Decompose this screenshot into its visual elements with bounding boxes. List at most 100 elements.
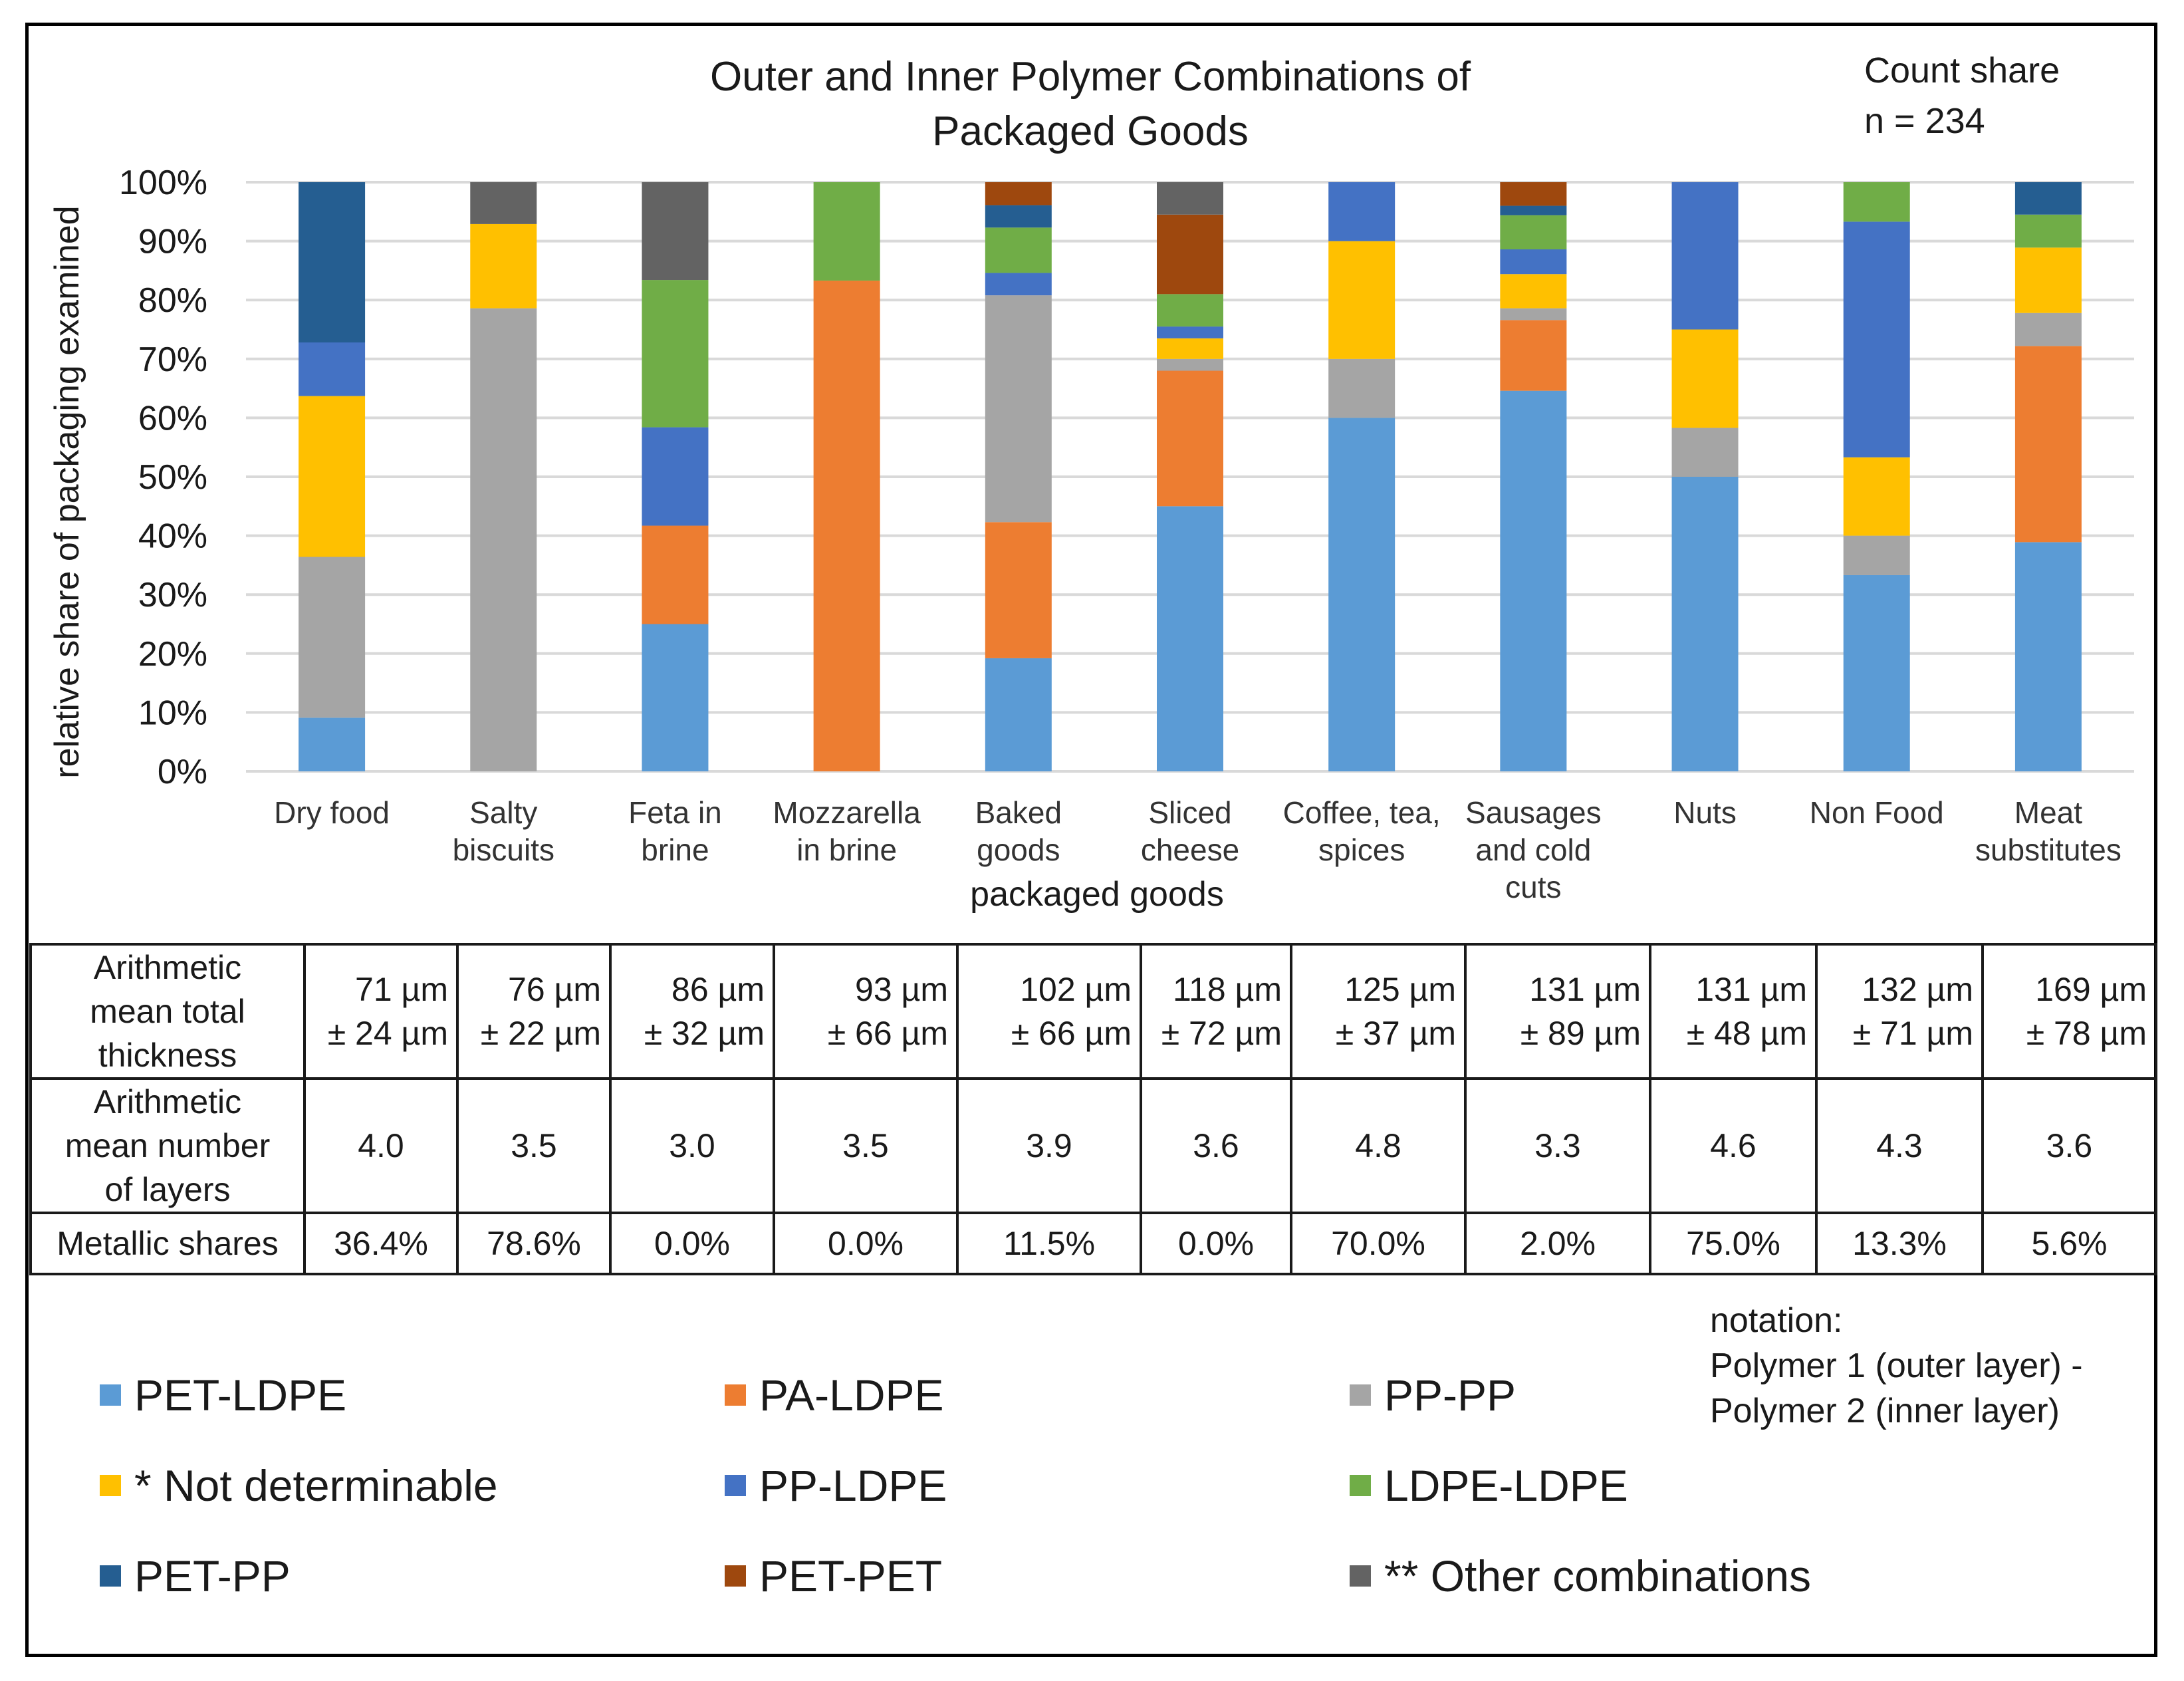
table-cell-line: 86 µm xyxy=(671,971,765,1008)
bar-segment-not-determinable xyxy=(1671,329,1739,428)
table-cell-line: ± 22 µm xyxy=(480,1015,601,1052)
legend-item: PET-LDPE xyxy=(100,1370,346,1420)
count-share-line: Count share xyxy=(1864,51,2060,90)
bar-segment-pet-ldpe xyxy=(1843,575,1910,771)
table-cell-line: 36.4% xyxy=(334,1225,428,1262)
x-category-label: cheese xyxy=(1141,833,1239,867)
legend-swatch xyxy=(725,1475,746,1496)
table-cell: 76 µm ± 22 µm xyxy=(456,943,612,1080)
table-cell: 0.0% xyxy=(1140,1212,1292,1275)
legend-label: PP-LDPE xyxy=(759,1461,947,1510)
table-cell-line: 4.8 xyxy=(1355,1127,1401,1164)
table-cell-line: 11.5% xyxy=(1003,1225,1096,1262)
table-row: Metallic shares 36.4% 78.6% 0.0% 0.0% 11.5% 0.… xyxy=(29,1212,2157,1275)
table-cell-line: ± 66 µm xyxy=(827,1015,948,1052)
bar-segment-pp-ldpe xyxy=(1157,326,1223,338)
count-share-note: Count share n = 234 xyxy=(1864,51,2060,141)
table-cell-line: 3.6 xyxy=(1193,1127,1239,1164)
table-cell: 4.8 xyxy=(1290,1077,1467,1214)
y-tick-label: 10% xyxy=(138,694,207,732)
bar-segment-ldpe-ldpe xyxy=(1157,294,1223,327)
table-cell-line: 71 µm xyxy=(355,971,448,1008)
bar-segment-pa-ldpe xyxy=(1157,370,1223,507)
notation-note: notation: Polymer 1 (outer layer) - Poly… xyxy=(1710,1298,2083,1434)
row-header: Metallic shares xyxy=(29,1212,306,1275)
table-cell: 125 µm ± 37 µm xyxy=(1290,943,1467,1080)
table-cell: 0.0% xyxy=(773,1212,959,1275)
legend-swatch xyxy=(1350,1384,1371,1406)
legend-swatch xyxy=(100,1565,121,1587)
table-cell-line: 3.5 xyxy=(842,1127,889,1164)
bar-segment-ldpe-ldpe xyxy=(813,182,880,281)
bar-segment-pp-pp xyxy=(2014,313,2082,346)
x-category-label: and cold xyxy=(1475,833,1591,867)
x-category-label: Salty xyxy=(469,795,537,830)
row-header-line: mean number xyxy=(64,1127,271,1164)
bar-segment-ldpe-ldpe xyxy=(2014,214,2082,248)
table-row: Arithmetic mean total thickness 71 µm ± 24 µ… xyxy=(29,943,2157,1080)
table-cell-line: 3.9 xyxy=(1026,1127,1072,1164)
bar-segment-not-determinable xyxy=(2014,247,2082,313)
legend-item: * Not determinable xyxy=(100,1460,498,1511)
table-cell-line: ± 72 µm xyxy=(1161,1015,1282,1052)
legend-item: PET-PP xyxy=(100,1551,291,1601)
bar-segment-pp-pp xyxy=(470,308,537,771)
legend-item: PET-PET xyxy=(725,1551,942,1601)
table-cell-line: 3.3 xyxy=(1534,1127,1581,1164)
table-cell: 169 µm ± 78 µm xyxy=(1981,943,2157,1080)
bar-segment-other-combinations xyxy=(642,182,709,281)
bar-segment-pp-ldpe xyxy=(299,342,366,396)
table-cell-line: ± 24 µm xyxy=(327,1015,448,1052)
y-axis-title: relative share of packaging examined xyxy=(48,205,86,778)
notation-line: Polymer 1 (outer layer) - xyxy=(1710,1347,2083,1385)
row-header-line: Arithmetic xyxy=(93,949,242,986)
bar-segment-pet-ldpe xyxy=(1500,390,1567,771)
table-cell-line: 4.0 xyxy=(358,1127,404,1164)
table-cell: 102 µm ± 66 µm xyxy=(956,943,1142,1080)
table-cell-line: 93 µm xyxy=(855,971,948,1008)
table-cell: 131 µm ± 48 µm xyxy=(1649,943,1818,1080)
row-header: Arithmetic mean number of layers xyxy=(29,1077,306,1214)
y-tick-label: 80% xyxy=(138,281,207,320)
bar-segment-not-determinable xyxy=(1500,274,1567,309)
bar-segment-pp-ldpe xyxy=(1328,182,1395,241)
legend-label: ** Other combinations xyxy=(1384,1551,1811,1601)
table-cell-line: 4.6 xyxy=(1710,1127,1757,1164)
table-cell: 93 µm ± 66 µm xyxy=(773,943,959,1080)
table-cell: 70.0% xyxy=(1290,1212,1467,1275)
legend-label: * Not determinable xyxy=(134,1461,498,1510)
table-cell-line: 2.0% xyxy=(1520,1225,1596,1262)
table-cell-line: 0.0% xyxy=(654,1225,730,1262)
bar-segment-not-determinable xyxy=(1843,457,1910,536)
table-cell: 11.5% xyxy=(956,1212,1142,1275)
bar-segment-other-combinations xyxy=(1157,182,1223,215)
table-cell-line: 131 µm xyxy=(1695,971,1807,1008)
bar-segment-pet-ldpe xyxy=(642,624,709,771)
bar-segment-pp-pp xyxy=(1500,308,1567,321)
legend-item: LDPE-LDPE xyxy=(1350,1460,1628,1511)
bar-segment-pet-pet xyxy=(1157,214,1223,295)
legend-item: PP-PP xyxy=(1350,1370,1516,1420)
bar-segment-pet-ldpe xyxy=(985,658,1052,771)
table-cell-line: 118 µm xyxy=(1172,971,1282,1008)
bar-segment-pp-ldpe xyxy=(1500,249,1567,275)
x-category-label: brine xyxy=(641,833,709,867)
stacked-bar-chart: Outer and Inner Polymer Combinations of P… xyxy=(48,51,2134,914)
legend-label: PET-PP xyxy=(134,1551,291,1601)
table-cell: 0.0% xyxy=(609,1212,775,1275)
bar-segment-ldpe-ldpe xyxy=(642,280,709,428)
legend-swatch xyxy=(100,1384,121,1406)
table-cell-line: ± 89 µm xyxy=(1520,1015,1641,1052)
bars xyxy=(299,182,2082,771)
table-cell: 131 µm ± 89 µm xyxy=(1464,943,1651,1080)
count-share-line: n = 234 xyxy=(1864,101,1985,141)
row-header-line: of layers xyxy=(104,1171,231,1208)
bar-segment-pa-ldpe xyxy=(642,525,709,624)
y-tick-label: 30% xyxy=(138,576,207,614)
table-cell-line: ± 32 µm xyxy=(644,1015,765,1052)
legend-swatch xyxy=(725,1384,746,1406)
x-category-label: biscuits xyxy=(453,833,554,867)
row-header-line: Metallic shares xyxy=(57,1225,279,1262)
bar-segment-pp-pp xyxy=(1671,428,1739,477)
